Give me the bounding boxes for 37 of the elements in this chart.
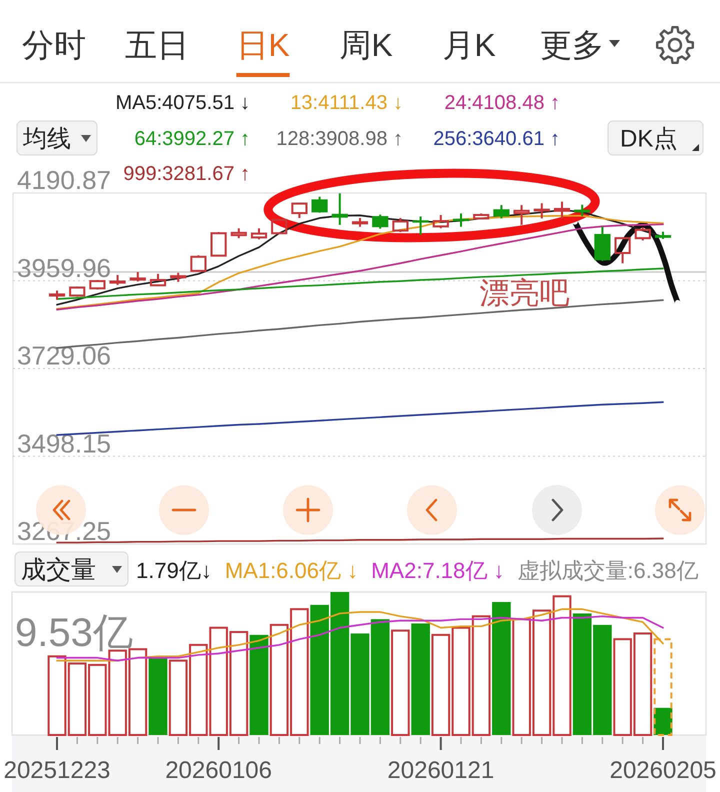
x-tick-label: 20260205: [610, 757, 716, 784]
text: 13:4111.43 ↓: [290, 92, 403, 114]
bar: [654, 638, 672, 736]
y-tick-label: 3498.15: [17, 428, 111, 458]
text: DK点: [620, 126, 678, 153]
annotation: 漂亮吧: [480, 276, 570, 310]
text: 日K: [236, 27, 290, 63]
text: 虚拟成交量:6.38亿: [517, 558, 698, 583]
x-tick-label: 20260121: [387, 757, 494, 784]
y-tick-label: 3729.06: [17, 340, 111, 370]
text: 1.79亿↓: [136, 558, 212, 583]
chart-title: 均线: [22, 126, 71, 153]
text: 五日: [125, 27, 189, 63]
annotation: 9.53亿: [15, 611, 133, 655]
y-tick-label: 3959.96: [17, 252, 111, 283]
bar: [250, 634, 268, 735]
y-tick-label: 4190.87: [17, 165, 111, 195]
bar: [411, 623, 430, 735]
bar: [148, 658, 168, 735]
text: MA5:4075.51 ↓: [115, 92, 250, 114]
text: 24:4108.48 ↑: [444, 92, 560, 114]
x-tick-label: 20251223: [4, 757, 110, 784]
text: 256:3640.61 ↑: [433, 128, 560, 150]
x-tick-label: 20260106: [165, 757, 272, 784]
series-label: MA2:7.18亿 ↓: [371, 558, 504, 583]
series-label: MA1:6.06亿 ↓: [224, 558, 358, 583]
text: 64:3992.27 ↑: [134, 128, 250, 150]
text: 128:3908.98 ↑: [276, 128, 403, 150]
bar: [391, 630, 410, 736]
y-tick-label: 3267.25: [17, 516, 111, 546]
text: 更多: [540, 27, 604, 63]
chart-title: 成交量: [21, 556, 96, 584]
bar: [492, 602, 511, 735]
text: 周K: [339, 27, 393, 63]
text: 分时: [22, 27, 86, 63]
text: 月K: [442, 27, 496, 63]
text: 999:3281.67 ↑: [123, 163, 250, 185]
